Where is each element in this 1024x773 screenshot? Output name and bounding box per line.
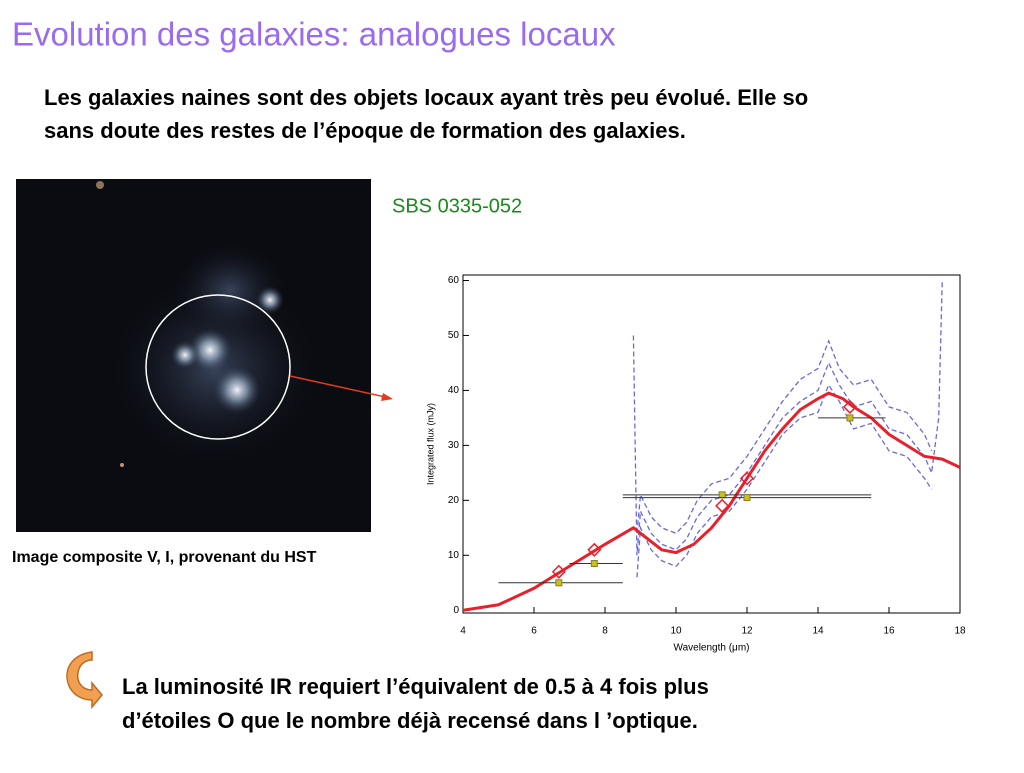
- x-tick-label: 12: [741, 626, 753, 637]
- photometry-point: [846, 414, 854, 422]
- model-line: [463, 391, 960, 612]
- model-diamond: [842, 399, 858, 414]
- intro-line: sans doute des restes de l’époque de for…: [44, 118, 686, 143]
- spectrum-line: [632, 280, 943, 556]
- y-tick-label: 0: [453, 605, 459, 616]
- y-tick-label: 30: [448, 440, 460, 451]
- spectrum-chart: 4 6 8 10 12 14 16 18 0 10 20 30 40 50 60 Wavelength (μm…: [425, 274, 966, 654]
- y-tick-label: 10: [448, 550, 460, 561]
- model-diamond: [739, 471, 755, 486]
- image-caption: Image composite V, I, provenant du HST: [12, 549, 317, 566]
- curved-arrow-icon: [66, 651, 103, 710]
- x-tick-label: 18: [954, 626, 966, 637]
- y-tick-label: 20: [448, 495, 460, 506]
- photometry-point: [743, 494, 751, 502]
- y-tick-label: 50: [448, 330, 460, 341]
- model-diamond: [587, 542, 602, 557]
- model-diamond: [715, 498, 730, 513]
- object-name: SBS 0335-052: [392, 195, 522, 217]
- photometry-point: [590, 560, 598, 568]
- conclusion-line: La luminosité IR requiert l’équivalent d…: [122, 674, 709, 699]
- galaxy-image: [16, 179, 371, 532]
- pointer-arrow: [289, 375, 391, 399]
- intro-line: Les galaxies naines sont des objets loca…: [44, 85, 808, 110]
- spectrum-line: [636, 383, 933, 578]
- photometry-point: [555, 579, 563, 587]
- y-axis-label: Integrated flux (mJy): [425, 403, 435, 485]
- x-tick-label: 10: [670, 626, 682, 637]
- x-tick-label: 14: [812, 626, 824, 637]
- spectrum-line: [636, 339, 933, 535]
- slide-title: Evolution des galaxies: analogues locaux: [12, 16, 616, 53]
- model-diamond: [551, 564, 566, 579]
- arrow-head: [381, 393, 393, 401]
- x-axis-label: Wavelength (μm): [674, 643, 750, 654]
- x-tick-label: 8: [602, 626, 608, 637]
- x-tick-label: 4: [460, 626, 466, 637]
- x-tick-label: 16: [883, 626, 895, 637]
- plot-frame: [462, 274, 961, 614]
- y-tick-label: 40: [448, 385, 460, 396]
- x-tick-label: 6: [531, 626, 537, 637]
- conclusion-line: d’étoiles O que le nombre déjà recensé d…: [122, 708, 698, 733]
- photometry-point: [718, 491, 726, 499]
- y-tick-label: 60: [448, 275, 460, 286]
